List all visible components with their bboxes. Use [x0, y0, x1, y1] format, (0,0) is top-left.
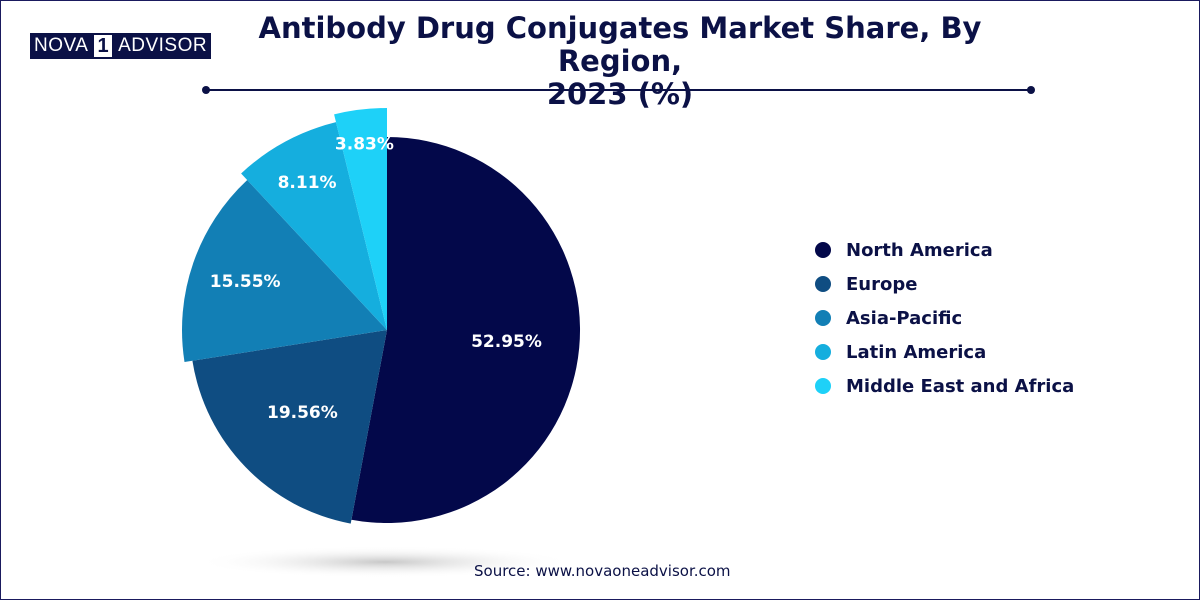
legend-label-north-america: North America — [846, 239, 993, 261]
legend-label-asia-pacific: Asia-Pacific — [846, 307, 963, 329]
brand-logo: NOVA 1 ADVISOR — [30, 33, 212, 59]
slice-label-middle-east-and-africa: 3.83% — [335, 134, 394, 154]
slice-label-europe: 19.56% — [267, 403, 338, 423]
chart-title: Antibody Drug Conjugates Market Share, B… — [230, 12, 1010, 111]
pie-slice-latin-america — [241, 122, 387, 330]
legend-label-latin-america: Latin America — [846, 341, 987, 363]
pie-slices — [181, 108, 581, 524]
pie-slice-europe — [192, 330, 387, 524]
divider-right-dot — [1027, 86, 1035, 94]
legend-item-asia-pacific: Asia-Pacific — [815, 301, 1074, 335]
chart-title-line1: Antibody Drug Conjugates Market Share, B… — [258, 11, 982, 78]
chart-title-line2: 2023 (%) — [546, 77, 694, 111]
slice-label-latin-america: 8.11% — [278, 173, 337, 193]
divider-left-dot — [202, 86, 210, 94]
logo-number: 1 — [92, 33, 115, 59]
pie-slice-middle-east-and-africa — [334, 108, 387, 330]
legend-label-middle-east-and-africa: Middle East and Africa — [846, 375, 1075, 397]
title-divider — [207, 89, 1031, 91]
logo-word-nova: NOVA — [30, 33, 93, 59]
legend-label-europe: Europe — [846, 273, 918, 295]
legend-swatch-middle-east-and-africa — [815, 378, 831, 394]
legend-item-north-america: North America — [815, 233, 1074, 267]
legend-item-latin-america: Latin America — [815, 335, 1074, 369]
legend-item-europe: Europe — [815, 267, 1074, 301]
legend-swatch-asia-pacific — [815, 310, 831, 326]
legend-swatch-latin-america — [815, 344, 831, 360]
pie-slice-asia-pacific — [181, 180, 387, 362]
source-note: Source: www.novaoneadvisor.com — [474, 562, 731, 580]
legend-item-middle-east-and-africa: Middle East and Africa — [815, 369, 1074, 403]
logo-word-advisor: ADVISOR — [114, 33, 212, 59]
legend: North America Europe Asia-Pacific Latin Ame… — [815, 233, 1074, 403]
pie-slice-north-america — [351, 137, 581, 523]
legend-swatch-europe — [815, 276, 831, 292]
slice-label-north-america: 52.95% — [471, 332, 542, 352]
pie-shadow — [195, 546, 575, 578]
legend-swatch-north-america — [815, 242, 831, 258]
pie-labels: 52.95% 19.56% 15.55% 8.11% 3.83% — [210, 134, 542, 423]
slice-label-asia-pacific: 15.55% — [210, 272, 281, 292]
